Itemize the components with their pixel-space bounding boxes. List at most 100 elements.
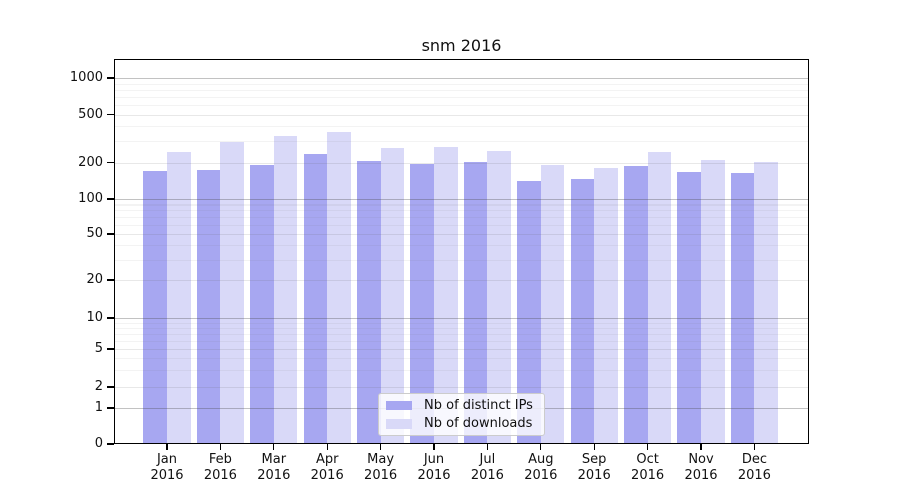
- bar-downloads: [594, 168, 618, 444]
- gridline: [114, 259, 809, 261]
- x-tick-year: 2016: [257, 467, 291, 483]
- y-tick-mark: [107, 279, 114, 281]
- x-tick-year: 2016: [631, 467, 665, 483]
- bar-distinct-ips: [250, 164, 274, 444]
- x-tick-year: 2016: [310, 467, 344, 483]
- gridline: [114, 280, 809, 282]
- y-tick-mark: [107, 386, 114, 388]
- y-tick-label: 0: [94, 436, 103, 451]
- x-tick-label: Aug 2016: [509, 452, 573, 483]
- x-tick-label: Feb 2016: [188, 452, 252, 483]
- bar-downloads: [754, 161, 778, 444]
- gridline: [114, 96, 809, 98]
- legend-item-downloads: Nb of downloads: [379, 415, 544, 434]
- bar-distinct-ips: [570, 179, 595, 444]
- x-tick-label: Dec 2016: [722, 452, 786, 483]
- x-tick-month: Apr: [315, 452, 339, 467]
- bar-distinct-ips: [303, 154, 328, 444]
- x-tick-year: 2016: [150, 467, 184, 483]
- gridline: [114, 83, 809, 85]
- bar-distinct-ips: [624, 165, 648, 444]
- bar-distinct-ips: [410, 163, 434, 444]
- gridline: [114, 322, 809, 324]
- y-tick-label: 20: [86, 272, 103, 287]
- x-tick-year: 2016: [470, 467, 504, 483]
- y-tick-label: 10: [86, 310, 103, 325]
- bar-downloads: [434, 147, 458, 444]
- x-tick-year: 2016: [737, 467, 771, 483]
- gridline: [114, 141, 809, 143]
- y-tick-label: 100: [78, 191, 103, 206]
- x-tick-month: Mar: [261, 452, 287, 467]
- legend: Nb of distinct IPs Nb of downloads: [378, 393, 545, 436]
- x-tick-year: 2016: [364, 467, 398, 483]
- y-tick-mark: [107, 161, 114, 164]
- y-tick-mark: [107, 348, 114, 350]
- x-tick-month: Nov: [688, 452, 714, 467]
- y-tick-mark: [107, 443, 114, 445]
- x-tick-year: 2016: [684, 467, 718, 483]
- x-tick-month: Oct: [636, 452, 659, 467]
- x-tick-label: Jul 2016: [455, 452, 519, 483]
- y-tick-label: 1: [94, 400, 103, 415]
- chart-title: snm 2016: [421, 36, 502, 55]
- gridline: [114, 234, 809, 236]
- x-tick-label: Oct 2016: [616, 452, 680, 483]
- bar-downloads: [273, 135, 298, 444]
- x-tick-mark: [540, 444, 542, 450]
- x-tick-label: May 2016: [349, 452, 413, 483]
- x-tick-mark: [166, 444, 168, 450]
- x-tick-mark: [700, 444, 702, 450]
- y-tick-label: 200: [78, 154, 103, 170]
- y-tick-label: 5: [94, 341, 103, 356]
- plot-area: [114, 59, 809, 444]
- gridline: [114, 126, 809, 128]
- bar-distinct-ips: [143, 171, 167, 444]
- gridline: [114, 318, 809, 320]
- gridline: [114, 204, 809, 206]
- legend-swatch-downloads-icon: [386, 419, 412, 429]
- gridline: [114, 162, 809, 164]
- x-tick-month: Jan: [156, 452, 178, 467]
- x-tick-month: Sep: [581, 452, 607, 467]
- x-tick-mark: [219, 444, 222, 450]
- gridline: [114, 199, 809, 201]
- bar-distinct-ips: [357, 161, 381, 444]
- bar-downloads: [540, 165, 565, 444]
- y-tick-mark: [107, 233, 114, 235]
- y-tick-mark: [107, 407, 114, 409]
- x-tick-label: Jan 2016: [135, 452, 199, 483]
- gridline: [114, 349, 809, 351]
- x-tick-mark: [326, 444, 328, 450]
- legend-item-distinct-ips: Nb of distinct IPs: [379, 396, 544, 415]
- gridline: [114, 89, 809, 91]
- gridline: [114, 78, 809, 80]
- bar-downloads: [167, 152, 191, 444]
- bar-downloads: [220, 142, 244, 444]
- gridline: [114, 114, 809, 116]
- gridline: [114, 358, 809, 360]
- x-tick-year: 2016: [203, 467, 237, 483]
- x-tick-month: Aug: [528, 452, 554, 467]
- gridline: [114, 340, 809, 343]
- x-tick-month: Jun: [423, 452, 445, 467]
- bar-downloads: [327, 132, 351, 444]
- x-tick-year: 2016: [577, 467, 611, 483]
- gridline: [114, 370, 809, 372]
- bar-downloads: [647, 152, 672, 444]
- bar-distinct-ips: [517, 180, 541, 444]
- gridline: [114, 210, 809, 212]
- gridline: [114, 224, 809, 226]
- bar-distinct-ips: [196, 170, 221, 444]
- x-tick-month: Jul: [479, 452, 496, 467]
- bar-downloads: [380, 148, 405, 444]
- x-tick-mark: [486, 444, 489, 450]
- x-tick-mark: [273, 444, 275, 450]
- x-tick-label: Sep 2016: [562, 452, 626, 483]
- x-tick-mark: [647, 444, 649, 450]
- y-tick-label: 2: [94, 379, 103, 394]
- y-tick-mark: [107, 198, 114, 200]
- x-tick-mark: [380, 444, 382, 450]
- x-tick-mark: [593, 444, 595, 450]
